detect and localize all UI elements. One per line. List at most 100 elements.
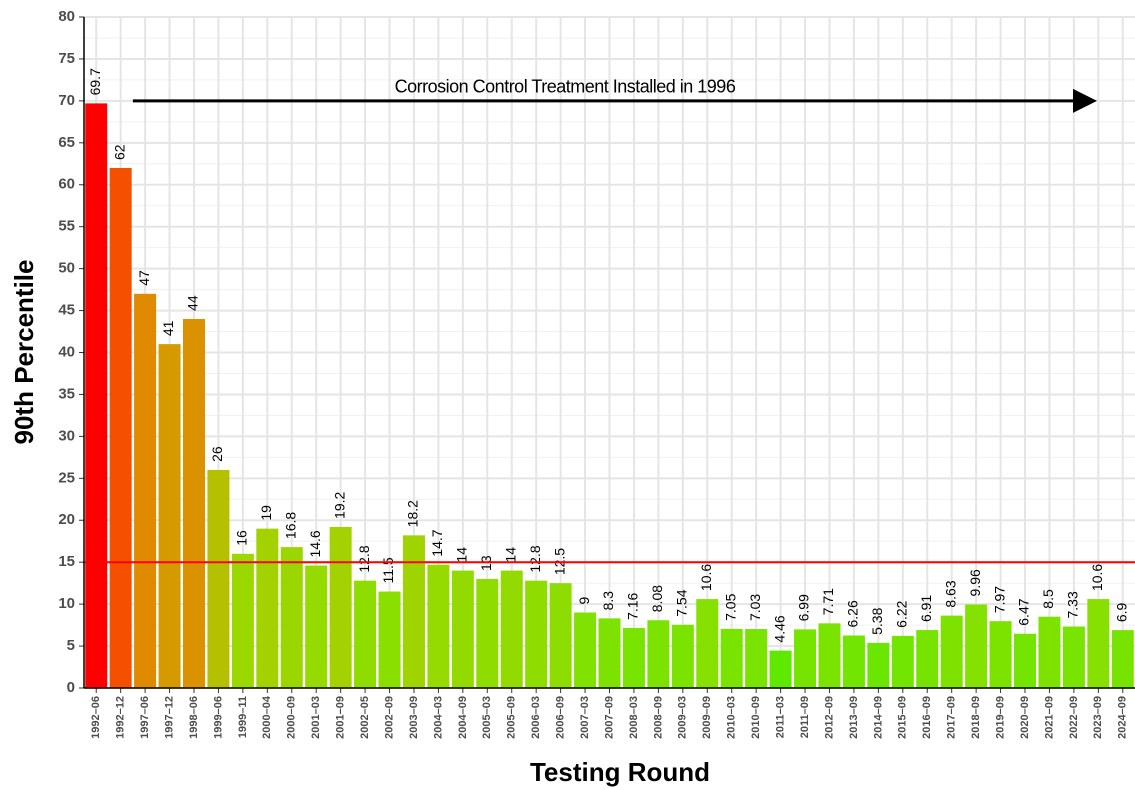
value-label: 6.26: [845, 600, 861, 627]
x-tick-label: 2012–09: [823, 696, 835, 739]
bar: [280, 547, 303, 688]
value-label: 62: [111, 144, 127, 160]
value-label: 8.5: [1040, 589, 1056, 609]
y-tick-label: 75: [58, 50, 75, 67]
y-axis-title: 90th Percentile: [9, 260, 39, 445]
y-tick-label: 55: [58, 218, 75, 235]
bar: [818, 623, 841, 688]
value-label: 18.2: [405, 500, 421, 527]
bar: [745, 629, 768, 688]
bar: [647, 620, 670, 688]
x-tick-label: 1999–06: [212, 696, 224, 739]
value-label: 4.46: [771, 615, 787, 642]
x-tick-label: 2008–09: [652, 696, 664, 739]
x-tick-label: 2009–03: [677, 696, 689, 739]
value-label: 26: [209, 446, 225, 462]
bar: [1014, 633, 1037, 688]
value-label: 6.9: [1113, 602, 1129, 622]
y-tick-label: 40: [58, 343, 75, 360]
y-tick-label: 5: [67, 637, 75, 654]
value-label: 7.05: [722, 593, 738, 620]
x-tick-label: 2010–03: [726, 696, 738, 739]
value-label: 44: [185, 295, 201, 311]
x-tick-label: 2006–09: [555, 696, 567, 739]
value-label: 19: [258, 505, 274, 521]
value-label: 47: [136, 270, 152, 286]
value-label: 8.3: [600, 591, 616, 611]
bar: [207, 469, 230, 688]
x-tick-label: 2000–09: [286, 696, 298, 739]
value-label: 7.33: [1065, 591, 1081, 618]
value-label: 69.7: [87, 68, 103, 95]
value-label: 10.6: [1089, 564, 1105, 591]
value-label: 9: [576, 597, 592, 605]
y-tick-label: 10: [58, 595, 75, 612]
x-tick-label: 2004–09: [457, 696, 469, 739]
bar: [500, 570, 523, 688]
y-tick-label: 80: [58, 8, 75, 25]
bar: [794, 629, 817, 688]
x-tick-label: 2017–09: [946, 696, 958, 739]
value-label: 6.22: [894, 600, 910, 627]
bar: [354, 580, 377, 688]
bar: [1062, 626, 1085, 688]
x-tick-label: 2014–09: [872, 696, 884, 739]
value-label: 19.2: [331, 491, 347, 518]
value-label: 6.47: [1016, 598, 1032, 625]
value-label: 7.03: [747, 594, 763, 621]
x-tick-label: 2005–03: [481, 696, 493, 739]
bar: [231, 553, 254, 688]
y-tick-label: 50: [58, 260, 75, 277]
y-tick-label: 35: [58, 385, 75, 402]
bar: [1038, 616, 1061, 688]
y-tick-label: 20: [58, 511, 75, 528]
bar: [720, 628, 743, 688]
value-label: 7.97: [991, 586, 1007, 613]
bar: [1111, 630, 1134, 688]
value-label: 11.5: [380, 557, 396, 583]
y-tick-label: 15: [58, 553, 75, 570]
bar: [158, 344, 181, 688]
x-tick-label: 2000–04: [261, 695, 273, 739]
x-tick-label: 2011–03: [774, 696, 786, 738]
x-tick-label: 2004–03: [432, 696, 444, 739]
bar: [891, 635, 914, 688]
value-label: 7.71: [820, 588, 836, 615]
x-tick-label: 2007–03: [579, 696, 591, 739]
bar: [476, 578, 499, 688]
bar: [525, 580, 548, 688]
bar: [940, 615, 963, 688]
bar: [109, 167, 132, 689]
x-tick-label: 1992–06: [90, 696, 102, 739]
x-tick-label: 2019–09: [994, 696, 1006, 739]
bar: [182, 318, 205, 688]
bar: [378, 591, 401, 688]
value-label: 12.8: [356, 545, 372, 572]
x-tick-label: 2009–09: [701, 696, 713, 739]
bar: [965, 604, 988, 688]
annotation: Corrosion Control Treatment Installed in…: [395, 77, 736, 97]
bar: [989, 621, 1012, 688]
x-tick-label: 2001–03: [310, 696, 322, 739]
x-tick-label: 1998–06: [188, 696, 200, 739]
bar: [549, 583, 572, 688]
x-tick-label: 2021–09: [1043, 696, 1055, 739]
y-tick-label: 45: [58, 302, 75, 319]
x-tick-label: 2020–09: [1019, 696, 1031, 739]
x-tick-label: 1992–12: [115, 696, 127, 739]
bar: [598, 618, 621, 688]
value-label: 12.8: [527, 545, 543, 572]
value-label: 16.8: [282, 512, 298, 539]
y-tick-label: 65: [58, 134, 75, 151]
value-label: 6.91: [918, 595, 934, 622]
value-label: 14.6: [307, 530, 323, 557]
x-tick-label: 2022–09: [1068, 696, 1080, 739]
y-tick-label: 0: [67, 679, 75, 696]
x-axis-title: Testing Round: [530, 757, 710, 787]
bar: [622, 627, 645, 688]
bar: [305, 565, 328, 688]
bar: [696, 599, 719, 688]
x-tick-label: 1997–12: [163, 696, 175, 739]
x-tick-label: 2001–09: [335, 696, 347, 739]
